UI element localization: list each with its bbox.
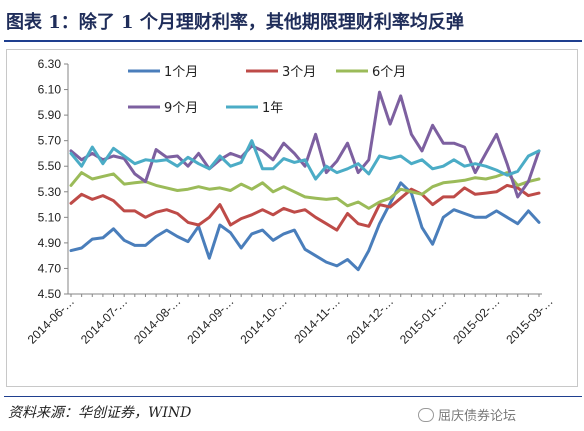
- figure-header: 图表 1：除了 1 个月理财利率，其他期限理财利率均反弹: [0, 0, 584, 44]
- legend-label: 9个月: [164, 101, 198, 116]
- series-line-3个月: [69, 183, 541, 232]
- y-tick-label: 4.70: [38, 261, 62, 275]
- y-tick-label: 6.30: [38, 57, 62, 71]
- y-tick-label: 4.90: [38, 236, 62, 250]
- y-tick-label: 5.70: [38, 134, 62, 148]
- footer-divider: [4, 396, 582, 397]
- wechat-icon: [418, 408, 434, 422]
- y-tick-label: 6.10: [38, 83, 62, 97]
- x-tick-label: 2015-03-…: [503, 294, 555, 346]
- line-chart: 4.50 4.70 4.90 5.10 5.30 5.50 5.70 5.90 6.10 6.30…: [25, 57, 556, 347]
- chart-axes: 4.50 4.70 4.90 5.10 5.30 5.50 5.70 5.90 6.10 6.30…: [25, 57, 556, 347]
- x-tick-label: 2014-11-…: [291, 294, 343, 346]
- header-divider: [4, 40, 582, 42]
- figure-title: 图表 1：除了 1 个月理财利率，其他期限理财利率均反弹: [6, 12, 464, 33]
- x-tick-label: 2014-10-…: [237, 294, 289, 346]
- legend-label: 3个月: [282, 65, 316, 80]
- source-note: 资料来源：华创证券，WIND: [8, 405, 192, 421]
- chart-series: [69, 90, 541, 272]
- x-tick-label: 2015-01-…: [397, 294, 449, 346]
- series-line-1年: [69, 139, 541, 181]
- y-tick-label: 5.90: [38, 108, 62, 122]
- y-tick-label: 4.50: [38, 287, 62, 301]
- x-tick-label: 2015-02-…: [450, 294, 502, 346]
- x-tick-label: 2014-12-…: [344, 294, 396, 346]
- x-tick-label: 2014-06-…: [25, 294, 77, 346]
- series-line-1个月: [69, 181, 541, 272]
- x-tick-label: 2014-07-…: [78, 294, 130, 346]
- legend-label: 1个月: [164, 65, 198, 80]
- series-line-9个月: [69, 90, 541, 199]
- y-tick-label: 5.10: [38, 210, 62, 224]
- y-tick-label: 5.30: [38, 185, 62, 199]
- brand-watermark: 屈庆债券论坛: [418, 405, 516, 424]
- chart-frame: [6, 49, 578, 387]
- legend-label: 1年: [262, 101, 283, 116]
- y-tick-label: 5.50: [38, 159, 62, 173]
- series-line-6个月: [69, 171, 541, 210]
- brand-label: 屈庆债券论坛: [438, 409, 517, 424]
- legend-label: 6个月: [372, 65, 406, 80]
- x-tick-label: 2014-08-…: [131, 294, 183, 346]
- chart-legend: 1个月 3个月 6个月 9个月 1年: [128, 65, 406, 116]
- x-tick-label: 2014-09-…: [184, 294, 236, 346]
